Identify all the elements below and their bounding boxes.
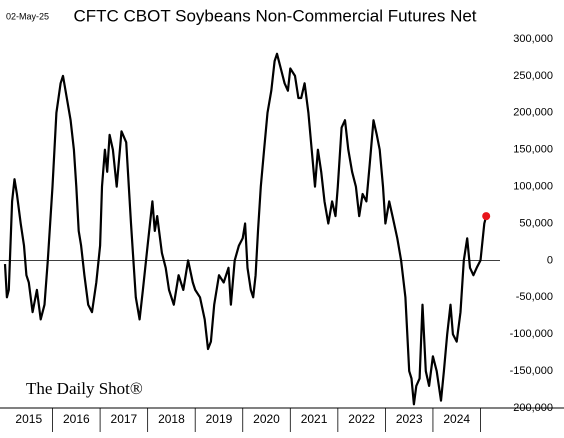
y-tick-label: -200,000 [510, 402, 553, 414]
line [3, 52, 488, 406]
x-tick-label: 2016 [63, 412, 90, 426]
x-tick-label: 2015 [15, 412, 42, 426]
x-tick-label: 2024 [443, 412, 470, 426]
x-tick-label: 2017 [111, 412, 138, 426]
y-tick-label: -50,000 [516, 291, 553, 303]
y-tick-label: 0 [547, 254, 553, 266]
y-tick-label: -150,000 [510, 365, 553, 377]
x-tick-label: 2019 [206, 412, 233, 426]
x-tick-label: 2022 [348, 412, 375, 426]
y-tick-label: 200,000 [513, 107, 553, 119]
x-tick-label: 2021 [301, 412, 328, 426]
y-tick-label: 300,000 [513, 33, 553, 45]
x-tick-label: 2023 [396, 412, 423, 426]
y-tick-label: 250,000 [513, 70, 553, 82]
last-point [482, 212, 491, 221]
y-tick-label: 100,000 [513, 181, 553, 193]
y-tick-label: 150,000 [513, 144, 553, 156]
y-tick-label: 50,000 [519, 217, 553, 229]
y-tick-label: -100,000 [510, 328, 553, 340]
chart-title: CFTC CBOT Soybeans Non-Commercial Future… [73, 6, 476, 25]
watermark: The Daily Shot® [26, 379, 143, 398]
x-tick-label: 2018 [158, 412, 185, 426]
x-tick-label: 2020 [253, 412, 280, 426]
date-label: 02-May-25 [6, 11, 49, 21]
